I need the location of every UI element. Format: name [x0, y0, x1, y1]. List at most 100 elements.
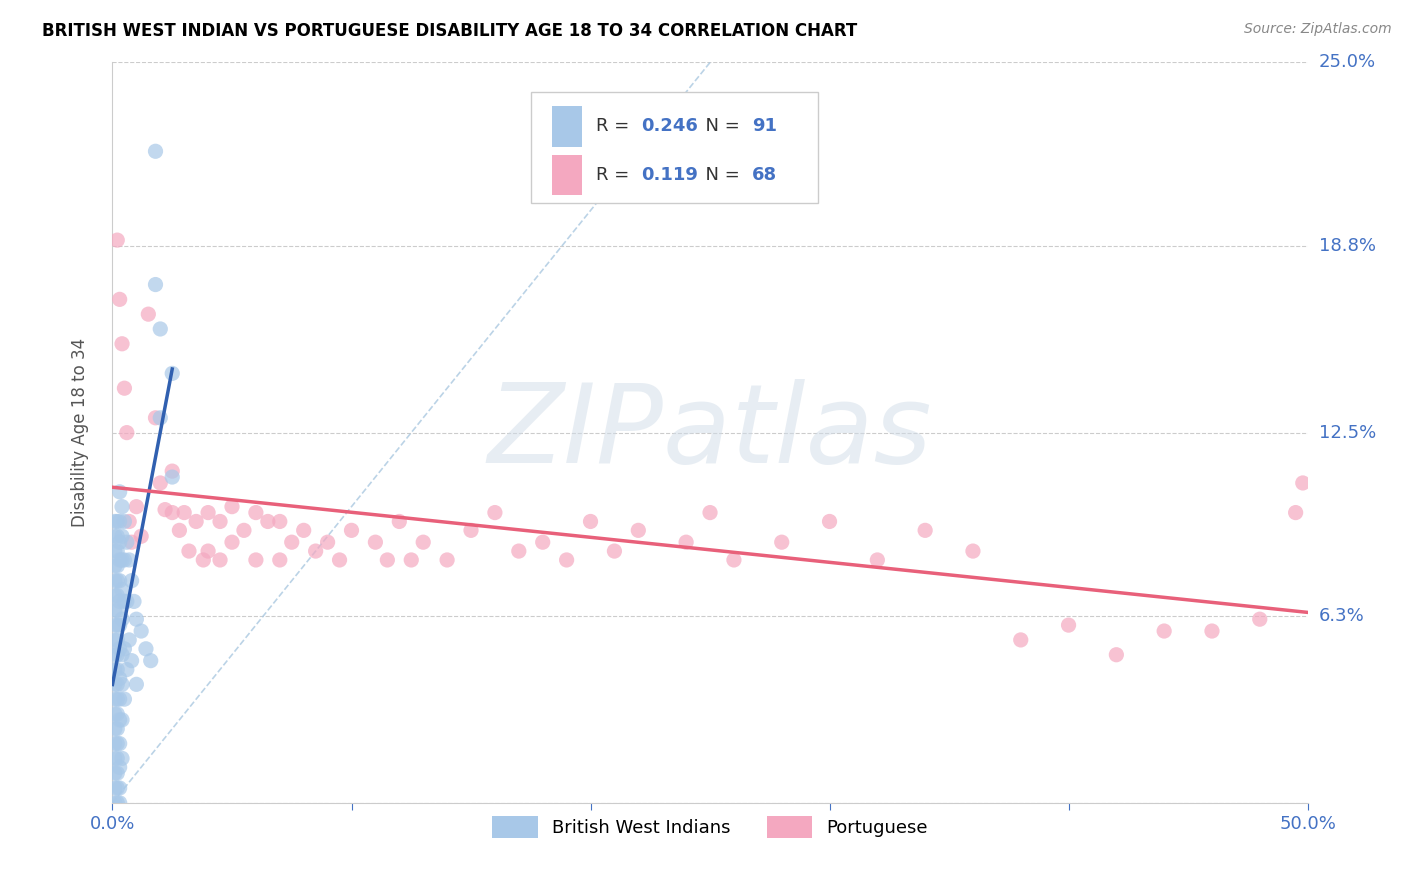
- Text: 0.119: 0.119: [641, 166, 697, 184]
- Portuguese: [111, 336, 134, 351]
- Portuguese: [153, 502, 176, 516]
- British West Indians: [145, 277, 167, 292]
- British West Indians: [104, 706, 127, 721]
- Portuguese: [723, 553, 745, 567]
- Portuguese: [145, 410, 167, 425]
- Portuguese: [221, 500, 243, 514]
- Portuguese: [114, 381, 135, 395]
- British West Indians: [105, 677, 128, 691]
- Portuguese: [1285, 506, 1308, 520]
- Text: ZIPatlas: ZIPatlas: [488, 379, 932, 486]
- Portuguese: [105, 233, 128, 247]
- Text: 25.0%: 25.0%: [1319, 54, 1376, 71]
- British West Indians: [121, 654, 143, 668]
- British West Indians: [114, 594, 135, 608]
- Portuguese: [177, 544, 200, 558]
- Portuguese: [436, 553, 458, 567]
- British West Indians: [105, 722, 128, 736]
- British West Indians: [135, 641, 157, 656]
- Portuguese: [329, 553, 352, 567]
- Portuguese: [121, 535, 143, 549]
- Portuguese: [962, 544, 984, 558]
- Text: R =: R =: [596, 118, 636, 136]
- Portuguese: [138, 307, 160, 321]
- Portuguese: [555, 553, 578, 567]
- British West Indians: [104, 632, 127, 647]
- British West Indians: [111, 677, 134, 691]
- Portuguese: [340, 524, 363, 538]
- British West Indians: [118, 553, 141, 567]
- British West Indians: [105, 780, 128, 795]
- British West Indians: [111, 529, 134, 543]
- Portuguese: [221, 535, 243, 549]
- British West Indians: [114, 692, 135, 706]
- British West Indians: [108, 713, 131, 727]
- British West Indians: [108, 796, 131, 810]
- Portuguese: [257, 515, 280, 529]
- British West Indians: [108, 535, 131, 549]
- British West Indians: [162, 470, 183, 484]
- Portuguese: [281, 535, 304, 549]
- British West Indians: [104, 751, 127, 765]
- British West Indians: [108, 760, 131, 774]
- British West Indians: [104, 589, 127, 603]
- Portuguese: [377, 553, 399, 567]
- British West Indians: [105, 663, 128, 677]
- British West Indians: [105, 589, 128, 603]
- British West Indians: [122, 594, 145, 608]
- British West Indians: [125, 612, 148, 626]
- Portuguese: [305, 544, 328, 558]
- British West Indians: [111, 648, 134, 662]
- Text: 0.246: 0.246: [641, 118, 697, 136]
- British West Indians: [115, 535, 138, 549]
- British West Indians: [108, 553, 131, 567]
- Portuguese: [1249, 612, 1271, 626]
- Portuguese: [115, 425, 138, 440]
- British West Indians: [104, 677, 127, 691]
- British West Indians: [105, 529, 128, 543]
- Portuguese: [1292, 475, 1315, 490]
- Portuguese: [1010, 632, 1032, 647]
- British West Indians: [108, 737, 131, 751]
- Portuguese: [401, 553, 423, 567]
- British West Indians: [115, 594, 138, 608]
- British West Indians: [114, 553, 135, 567]
- British West Indians: [104, 618, 127, 632]
- British West Indians: [162, 367, 183, 381]
- Portuguese: [627, 524, 650, 538]
- British West Indians: [108, 574, 131, 588]
- Portuguese: [699, 506, 721, 520]
- British West Indians: [145, 145, 167, 159]
- British West Indians: [105, 648, 128, 662]
- Text: 18.8%: 18.8%: [1319, 237, 1375, 255]
- British West Indians: [114, 515, 135, 529]
- Portuguese: [316, 535, 339, 549]
- Portuguese: [186, 515, 208, 529]
- Text: 91: 91: [752, 118, 778, 136]
- British West Indians: [105, 603, 128, 617]
- Portuguese: [169, 524, 191, 538]
- British West Indians: [104, 780, 127, 795]
- British West Indians: [105, 558, 128, 573]
- British West Indians: [108, 641, 131, 656]
- British West Indians: [104, 648, 127, 662]
- British West Indians: [105, 574, 128, 588]
- British West Indians: [105, 515, 128, 529]
- British West Indians: [111, 553, 134, 567]
- Portuguese: [388, 515, 411, 529]
- Portuguese: [460, 524, 482, 538]
- Portuguese: [197, 544, 219, 558]
- British West Indians: [125, 677, 148, 691]
- Text: N =: N =: [695, 166, 747, 184]
- British West Indians: [104, 663, 127, 677]
- British West Indians: [108, 780, 131, 795]
- Portuguese: [292, 524, 315, 538]
- British West Indians: [105, 751, 128, 765]
- Portuguese: [531, 535, 554, 549]
- British West Indians: [104, 766, 127, 780]
- Portuguese: [484, 506, 506, 520]
- British West Indians: [108, 692, 131, 706]
- Portuguese: [1153, 624, 1175, 638]
- Portuguese: [209, 553, 232, 567]
- Bar: [553, 154, 582, 195]
